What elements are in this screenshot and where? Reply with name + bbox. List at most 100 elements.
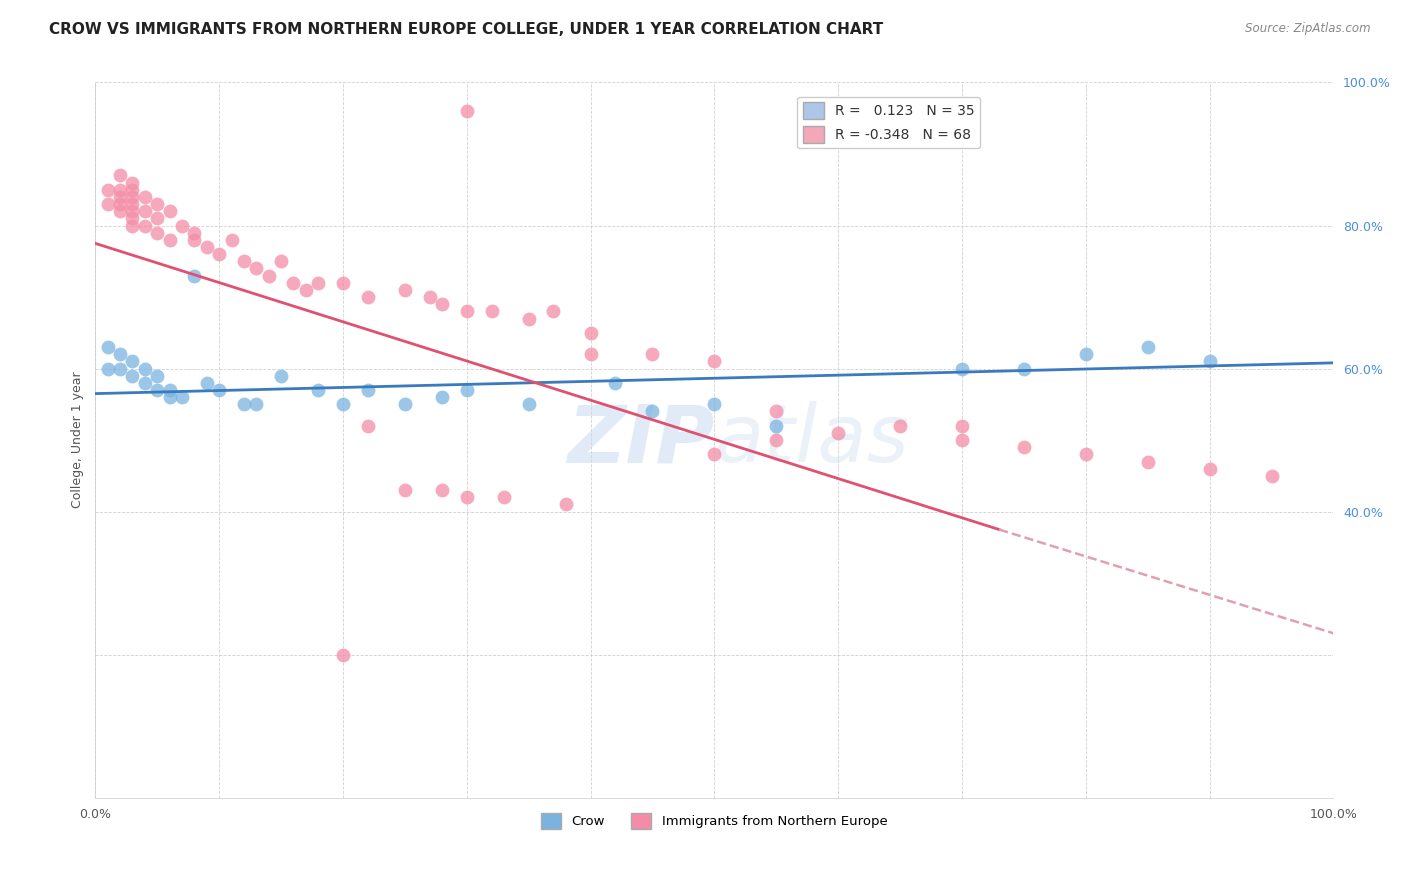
Point	[430, 483, 453, 498]
Point	[121, 368, 143, 383]
Point	[121, 219, 143, 233]
Point	[108, 197, 131, 211]
Point	[332, 397, 354, 411]
Point	[159, 383, 181, 397]
Legend: Crow, Immigrants from Northern Europe: Crow, Immigrants from Northern Europe	[536, 807, 893, 834]
Point	[146, 226, 169, 240]
Point	[121, 183, 143, 197]
Point	[245, 397, 267, 411]
Point	[97, 340, 120, 354]
Point	[159, 233, 181, 247]
Point	[517, 397, 540, 411]
Point	[641, 347, 664, 361]
Point	[97, 183, 120, 197]
Point	[270, 254, 292, 268]
Point	[146, 383, 169, 397]
Point	[889, 418, 911, 433]
Point	[765, 404, 787, 418]
Point	[134, 204, 156, 219]
Point	[121, 354, 143, 368]
Point	[146, 368, 169, 383]
Point	[146, 197, 169, 211]
Point	[270, 368, 292, 383]
Point	[950, 433, 973, 447]
Point	[394, 283, 416, 297]
Point	[456, 304, 478, 318]
Point	[332, 276, 354, 290]
Point	[1074, 347, 1097, 361]
Point	[1198, 354, 1220, 368]
Point	[108, 347, 131, 361]
Point	[134, 376, 156, 390]
Point	[827, 425, 849, 440]
Point	[517, 311, 540, 326]
Text: CROW VS IMMIGRANTS FROM NORTHERN EUROPE COLLEGE, UNDER 1 YEAR CORRELATION CHART: CROW VS IMMIGRANTS FROM NORTHERN EUROPE …	[49, 22, 883, 37]
Point	[121, 197, 143, 211]
Point	[108, 361, 131, 376]
Point	[134, 190, 156, 204]
Point	[108, 169, 131, 183]
Point	[357, 290, 380, 304]
Point	[257, 268, 280, 283]
Point	[307, 276, 329, 290]
Point	[481, 304, 503, 318]
Point	[394, 483, 416, 498]
Point	[357, 418, 380, 433]
Point	[357, 383, 380, 397]
Point	[1012, 361, 1035, 376]
Point	[283, 276, 305, 290]
Point	[134, 219, 156, 233]
Point	[950, 418, 973, 433]
Point	[1136, 454, 1159, 468]
Text: Source: ZipAtlas.com: Source: ZipAtlas.com	[1246, 22, 1371, 36]
Point	[221, 233, 243, 247]
Point	[121, 211, 143, 226]
Point	[456, 383, 478, 397]
Point	[97, 197, 120, 211]
Point	[108, 204, 131, 219]
Point	[108, 183, 131, 197]
Point	[703, 354, 725, 368]
Point	[183, 268, 205, 283]
Point	[1136, 340, 1159, 354]
Point	[456, 103, 478, 118]
Point	[703, 397, 725, 411]
Point	[121, 204, 143, 219]
Point	[134, 361, 156, 376]
Point	[159, 204, 181, 219]
Point	[232, 397, 254, 411]
Point	[97, 361, 120, 376]
Point	[146, 211, 169, 226]
Point	[950, 361, 973, 376]
Point	[1012, 440, 1035, 454]
Point	[159, 390, 181, 404]
Point	[332, 648, 354, 662]
Text: atlas: atlas	[714, 401, 910, 479]
Point	[121, 176, 143, 190]
Point	[430, 390, 453, 404]
Point	[641, 404, 664, 418]
Point	[208, 247, 231, 261]
Point	[195, 376, 218, 390]
Point	[703, 447, 725, 461]
Point	[108, 190, 131, 204]
Point	[579, 347, 602, 361]
Point	[183, 226, 205, 240]
Point	[543, 304, 565, 318]
Y-axis label: College, Under 1 year: College, Under 1 year	[72, 372, 84, 508]
Point	[295, 283, 318, 297]
Point	[170, 390, 193, 404]
Point	[419, 290, 441, 304]
Point	[195, 240, 218, 254]
Text: ZIP: ZIP	[567, 401, 714, 479]
Point	[554, 498, 576, 512]
Point	[394, 397, 416, 411]
Point	[765, 418, 787, 433]
Point	[170, 219, 193, 233]
Point	[765, 433, 787, 447]
Point	[232, 254, 254, 268]
Point	[208, 383, 231, 397]
Point	[307, 383, 329, 397]
Point	[456, 491, 478, 505]
Point	[605, 376, 627, 390]
